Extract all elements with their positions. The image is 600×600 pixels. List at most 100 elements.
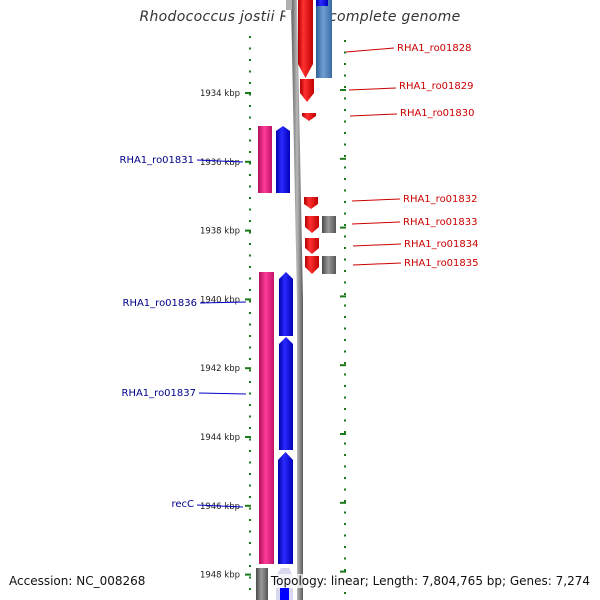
scale-dot (249, 358, 251, 360)
axis-tick-mark-right (340, 364, 346, 367)
scale-dot (344, 235, 346, 238)
scale-dot (249, 438, 251, 441)
scale-dot (249, 208, 251, 211)
axis-tick-mark-right (340, 157, 346, 160)
gene-label-ro01833: RHA1_ro01833 (403, 217, 478, 228)
feature-block-steel-lower (316, 30, 332, 78)
scale-dot (249, 496, 251, 498)
feature-bottom-gray (256, 568, 268, 600)
scale-dots (249, 36, 346, 594)
gene-ro01831-blue (276, 126, 290, 193)
feature-block-steel (316, 0, 332, 30)
scale-dot (249, 392, 251, 395)
scale-dot (249, 381, 251, 383)
genome-backbone (291, 0, 303, 600)
scale-dot (249, 116, 251, 119)
scale-dot (344, 132, 346, 134)
scale-dot (249, 530, 251, 533)
cds-ro01829 (300, 79, 314, 93)
axis-tick-mark (245, 229, 251, 232)
gene-ro01836-blue (279, 272, 293, 336)
feature-bottom-blue (280, 588, 289, 600)
scale-dot (344, 373, 346, 376)
cds-ro01835 (305, 256, 319, 274)
scale-dot (344, 477, 346, 479)
cds-ro01828-arrow (298, 64, 313, 78)
axis-tick-mark (245, 436, 251, 438)
backbone-strand-fragment (286, 0, 292, 10)
gene-label-ro01835: RHA1_ro01835 (404, 258, 479, 269)
gene-label-ro01834: RHA1_ro01834 (404, 239, 479, 250)
axis-tick-label: 1942 kbp (200, 364, 240, 374)
scale-dot (344, 201, 346, 203)
scale-dot (249, 312, 251, 314)
scale-dot (249, 323, 251, 326)
scale-dot (249, 576, 251, 579)
cds-ro01832 (304, 197, 318, 209)
scale-dot (344, 442, 346, 445)
axis-tick-mark-right (340, 501, 346, 504)
scale-dot (249, 231, 251, 234)
cds-ro01835-gray (322, 256, 336, 274)
leader-ro01831 (196, 159, 244, 163)
scale-dot (344, 166, 346, 169)
scale-dot (249, 128, 251, 130)
axis-tick-mark (245, 92, 251, 94)
leader-ro01828 (345, 47, 395, 53)
topology-text: Topology: linear; Length: 7,804,765 bp; … (270, 574, 590, 588)
axis-tick-mark-right (340, 295, 346, 298)
scale-dot (249, 473, 251, 475)
axis-tick-label: 1940 kbp (200, 295, 240, 305)
scale-dot (249, 151, 251, 153)
scale-dot (249, 450, 251, 452)
scale-dot (344, 51, 346, 54)
gene-label-ro01831: RHA1_ro01831 (120, 155, 195, 166)
scale-dot (344, 465, 346, 468)
scale-dot (249, 139, 251, 142)
gene-label-ro01837: RHA1_ro01837 (122, 388, 197, 399)
cds-ro01833 (305, 216, 319, 233)
scale-dot (344, 523, 346, 525)
gene-recC-blue (278, 452, 293, 564)
scale-dot (344, 97, 346, 100)
axis-tick-label: 1938 kbp (200, 227, 240, 237)
scale-dot (249, 404, 251, 406)
scale-dot (344, 546, 346, 548)
axis-tick-mark (245, 298, 251, 301)
scale-dot (344, 212, 346, 215)
scale-dot (344, 155, 346, 157)
scale-dot (249, 277, 251, 280)
scale-dot (249, 82, 251, 84)
axis-tick-mark-right (340, 226, 346, 229)
scale-dot (344, 419, 346, 422)
scale-dot (344, 270, 346, 272)
scale-dot (249, 542, 251, 544)
axis-tick-label: 1948 kbp (200, 571, 240, 581)
scale-dot (249, 254, 251, 257)
scale-dot (344, 339, 346, 341)
axis-tick-label: 1944 kbp (200, 433, 240, 443)
scale-dot (344, 189, 346, 192)
gene-label-ro01829: RHA1_ro01829 (399, 81, 474, 92)
scale-dot (249, 36, 251, 38)
leader-recC (196, 504, 244, 508)
scale-dot (249, 335, 251, 337)
gene-label-ro01828: RHA1_ro01828 (397, 43, 472, 54)
cds-ro01829-arrow (300, 93, 314, 102)
scale-dot (344, 362, 346, 364)
gene-label-ro01830: RHA1_ro01830 (400, 108, 475, 119)
scale-dot (344, 500, 346, 502)
scale-dot (249, 427, 251, 429)
scale-dot (249, 369, 251, 372)
scale-dot (249, 565, 251, 567)
scale-dot (249, 174, 251, 176)
scale-dot (344, 385, 346, 387)
gene-label-recC: recC (171, 499, 194, 510)
scale-dot (249, 197, 251, 199)
axis-tick-mark-right (340, 89, 346, 91)
scale-dot (249, 461, 251, 464)
feature-block-blue-top (316, 0, 328, 6)
scale-dot (344, 396, 346, 399)
